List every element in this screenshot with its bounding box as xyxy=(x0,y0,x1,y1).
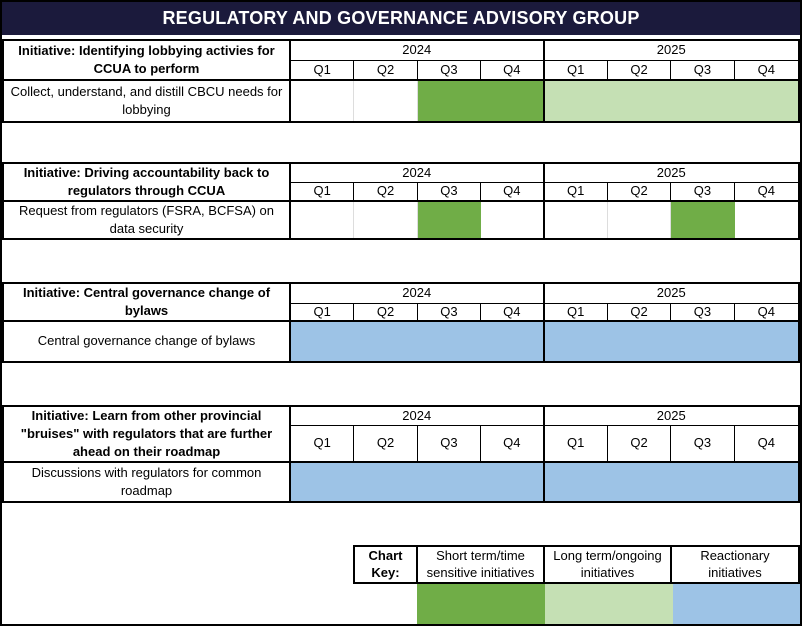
quarter-cell xyxy=(417,81,482,121)
quarter-header: Q3 xyxy=(417,426,482,463)
year-header-2025: 2025 xyxy=(544,407,798,426)
initiative-header: Initiative: Identifying lobbying activie… xyxy=(4,41,291,81)
year-header-2024: 2024 xyxy=(291,41,545,61)
quarter-header: Q3 xyxy=(417,304,482,322)
quarter-cell xyxy=(545,202,608,238)
quarter-header: Q2 xyxy=(607,61,672,81)
quarter-cell xyxy=(607,463,672,501)
quarter-cell xyxy=(481,81,545,121)
quarter-cell xyxy=(354,463,418,501)
quarter-cell xyxy=(417,322,482,361)
quarter-cell xyxy=(735,202,798,238)
quarter-cell xyxy=(671,463,735,501)
key-item-short-term: Short term/time sensitive initiatives xyxy=(418,547,545,582)
year-header-2025: 2025 xyxy=(544,284,798,304)
quarter-cell xyxy=(734,322,798,361)
quarter-header: Q1 xyxy=(544,183,608,202)
quarter-cell xyxy=(417,202,482,238)
key-item-long-term: Long term/ongoing initiatives xyxy=(545,547,672,582)
task-label: Discussions with regulators for common r… xyxy=(4,463,291,501)
quarter-cell xyxy=(607,322,672,361)
key-swatch-short-term xyxy=(417,584,545,624)
quarter-cell xyxy=(671,202,735,238)
quarter-header: Q4 xyxy=(734,61,798,81)
quarter-header: Q4 xyxy=(481,304,545,322)
quarter-cell xyxy=(481,322,545,361)
quarter-header: Q3 xyxy=(671,183,735,202)
quarter-header: Q2 xyxy=(607,183,672,202)
quarter-header: Q1 xyxy=(291,426,355,463)
quarter-header: Q1 xyxy=(544,426,608,463)
initiative-section-bylaws: Initiative: Central governance change of… xyxy=(2,282,800,363)
quarter-cell xyxy=(354,81,418,121)
quarter-header: Q4 xyxy=(481,183,545,202)
quarter-header: Q3 xyxy=(417,183,482,202)
quarter-header: Q4 xyxy=(734,183,798,202)
quarter-cell xyxy=(291,322,355,361)
quarter-cell xyxy=(544,81,608,121)
year-header-2024: 2024 xyxy=(291,284,545,304)
initiative-header: Initiative: Learn from other provincial … xyxy=(4,407,291,463)
quarter-header: Q3 xyxy=(671,426,735,463)
initiative-section-lobbying: Initiative: Identifying lobbying activie… xyxy=(2,39,800,123)
quarter-cell xyxy=(354,202,418,238)
task-label: Request from regulators (FSRA, BCFSA) on… xyxy=(4,202,291,238)
quarter-header: Q2 xyxy=(354,304,418,322)
initiative-header: Initiative: Central governance change of… xyxy=(4,284,291,322)
year-header-2025: 2025 xyxy=(544,41,798,61)
quarter-header: Q4 xyxy=(481,426,545,463)
key-swatch-reactionary xyxy=(673,584,800,624)
quarter-header: Q2 xyxy=(607,426,672,463)
quarter-header: Q4 xyxy=(734,304,798,322)
quarter-header: Q4 xyxy=(734,426,798,463)
quarter-header: Q3 xyxy=(671,304,735,322)
quarter-cell xyxy=(354,322,418,361)
quarter-cell xyxy=(544,322,608,361)
quarter-cell xyxy=(291,463,355,501)
quarter-cell xyxy=(481,463,545,501)
year-header-2025: 2025 xyxy=(544,164,798,183)
quarter-cell xyxy=(544,463,608,501)
quarter-header: Q1 xyxy=(544,61,608,81)
quarter-cell xyxy=(481,202,545,238)
key-swatch-long-term xyxy=(545,584,673,624)
quarter-header: Q2 xyxy=(607,304,672,322)
quarter-header: Q2 xyxy=(354,426,418,463)
quarter-cell xyxy=(734,81,798,121)
quarter-header: Q1 xyxy=(544,304,608,322)
task-label: Collect, understand, and distill CBCU ne… xyxy=(4,81,291,121)
quarter-header: Q1 xyxy=(291,183,355,202)
quarter-header: Q3 xyxy=(671,61,735,81)
quarter-cell xyxy=(291,81,355,121)
year-header-2024: 2024 xyxy=(291,164,545,183)
quarter-cell xyxy=(671,322,735,361)
chart-key-swatches xyxy=(417,584,800,624)
quarter-header: Q1 xyxy=(291,304,355,322)
chart-key-label: Chart Key: xyxy=(355,547,418,582)
quarter-header: Q2 xyxy=(354,183,418,202)
quarter-header: Q1 xyxy=(291,61,355,81)
quarter-cell xyxy=(608,202,672,238)
year-header-2024: 2024 xyxy=(291,407,545,426)
key-item-reactionary: Reactionary initiatives xyxy=(700,547,770,580)
quarter-header: Q2 xyxy=(354,61,418,81)
initiative-section-accountability: Initiative: Driving accountability back … xyxy=(2,162,800,240)
initiative-section-provincial-bruises: Initiative: Learn from other provincial … xyxy=(2,405,800,503)
quarter-cell xyxy=(607,81,672,121)
initiative-header: Initiative: Driving accountability back … xyxy=(4,164,291,202)
chart-key-table: Chart Key: Short term/time sensitive ini… xyxy=(353,545,800,584)
quarter-cell xyxy=(291,202,355,238)
quarter-header: Q3 xyxy=(417,61,482,81)
quarter-header: Q4 xyxy=(481,61,545,81)
quarter-cell xyxy=(734,463,798,501)
page-title: REGULATORY AND GOVERNANCE ADVISORY GROUP xyxy=(2,2,800,35)
task-label: Central governance change of bylaws xyxy=(4,322,291,361)
quarter-cell xyxy=(417,463,482,501)
quarter-cell xyxy=(671,81,735,121)
